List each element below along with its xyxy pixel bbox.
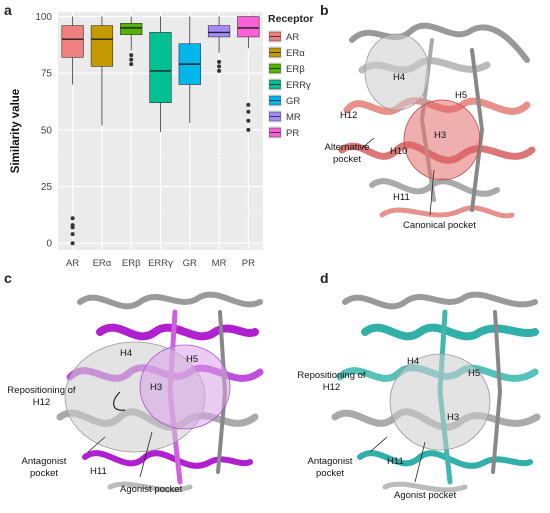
label-h12-b: H12 [340, 110, 358, 121]
label-h3-c: H3 [150, 382, 163, 393]
annotation-antagonist-pocket-c: Antagonist pocket [21, 456, 67, 479]
y-tick-label: 50 [41, 125, 53, 136]
outlier-point [70, 232, 75, 237]
outlier-point [129, 53, 134, 58]
x-tick-label: ERRγ [148, 258, 173, 269]
outlier-point [70, 216, 75, 221]
outlier-point [217, 68, 222, 73]
outlier-point [246, 127, 251, 132]
y-tick-label: 0 [46, 239, 52, 250]
box-MR [207, 25, 231, 38]
annotation-repositioning-h12-d: Repositioning of H12 [297, 370, 366, 393]
x-tick-label: GR [183, 258, 197, 269]
label-h5-c: H5 [186, 354, 199, 365]
box-ERβ [120, 23, 143, 35]
label-h3-d: H3 [447, 412, 460, 423]
outlier-point [246, 109, 251, 114]
annotation-agonist-pocket-d: Agonist pocket [394, 490, 457, 501]
panel-letter-b: b [320, 2, 329, 18]
legend-label: ERα [286, 48, 305, 59]
outlier-point [246, 118, 251, 123]
label-h11-c: H11 [90, 466, 107, 477]
label-h4-d: H4 [407, 356, 420, 367]
panel-letter-d: d [320, 270, 329, 286]
legend-label: ERβ [286, 64, 305, 75]
outlier-point [70, 241, 75, 246]
box-AR [61, 25, 84, 58]
agonist-pocket-surface [139, 344, 231, 430]
legend-label: GR [286, 96, 300, 107]
label-h5-d: H5 [468, 368, 481, 379]
canonical-pocket-surface [403, 99, 481, 181]
x-tick-label: MR [212, 258, 227, 269]
legend-label: PR [286, 128, 299, 139]
x-tick-label: PR [242, 258, 255, 269]
y-tick-label: 75 [41, 69, 53, 80]
annotation-antagonist-pocket-d: Antagonist pocket [307, 456, 353, 479]
legend-label: MR [286, 112, 301, 123]
protein-structure-b [338, 22, 536, 219]
protein-structure-c [56, 291, 264, 493]
x-tick-label: AR [66, 258, 79, 269]
label-h4-c: H4 [120, 348, 133, 359]
outlier-point [129, 62, 134, 67]
alternative-pocket-surface [364, 33, 430, 111]
box-ERRγ [149, 32, 172, 103]
outlier-point [70, 223, 75, 228]
panel-letter-a: a [4, 2, 12, 18]
outlier-point [217, 64, 222, 69]
panel-letter-c: c [4, 270, 12, 286]
outlier-point [129, 57, 134, 62]
annotation-alternative-pocket: Alternative pocket [324, 142, 370, 165]
x-tick-label: ERα [93, 258, 112, 269]
annotation-agonist-pocket-c: Agonist pocket [120, 484, 183, 495]
legend-title: Receptor [268, 13, 314, 25]
outlier-point [217, 59, 222, 64]
y-tick-label: 25 [41, 182, 53, 193]
label-h5-b: H5 [455, 90, 468, 101]
outlier-point [246, 102, 251, 107]
protein-structure-d [331, 291, 541, 493]
agonist-pocket-surface-d [389, 353, 491, 451]
annotation-canonical-pocket: Canonical pocket [403, 220, 476, 231]
label-h4-b: H4 [393, 72, 406, 83]
y-tick-label: 100 [35, 12, 52, 23]
box-PR [237, 16, 260, 38]
y-axis-label: Similarity value [10, 89, 22, 173]
repositioning-arrow [113, 391, 126, 411]
box-ERα [90, 25, 114, 67]
annotation-repositioning-h12-c: Repositioning of H12 [7, 385, 76, 408]
legend-label: ERRγ [286, 80, 311, 91]
label-h10-b: H10 [390, 146, 408, 157]
label-h11-b: H11 [393, 192, 410, 203]
label-h3-b: H3 [434, 130, 447, 141]
box-plot-chart: 0 25 50 75 100 AR ERα ERβ ERRγ GR MR PR Similarity v… [10, 12, 314, 269]
label-h11-d: H11 [387, 456, 404, 467]
legend-label: AR [286, 32, 299, 43]
x-tick-label: ERβ [122, 258, 141, 269]
